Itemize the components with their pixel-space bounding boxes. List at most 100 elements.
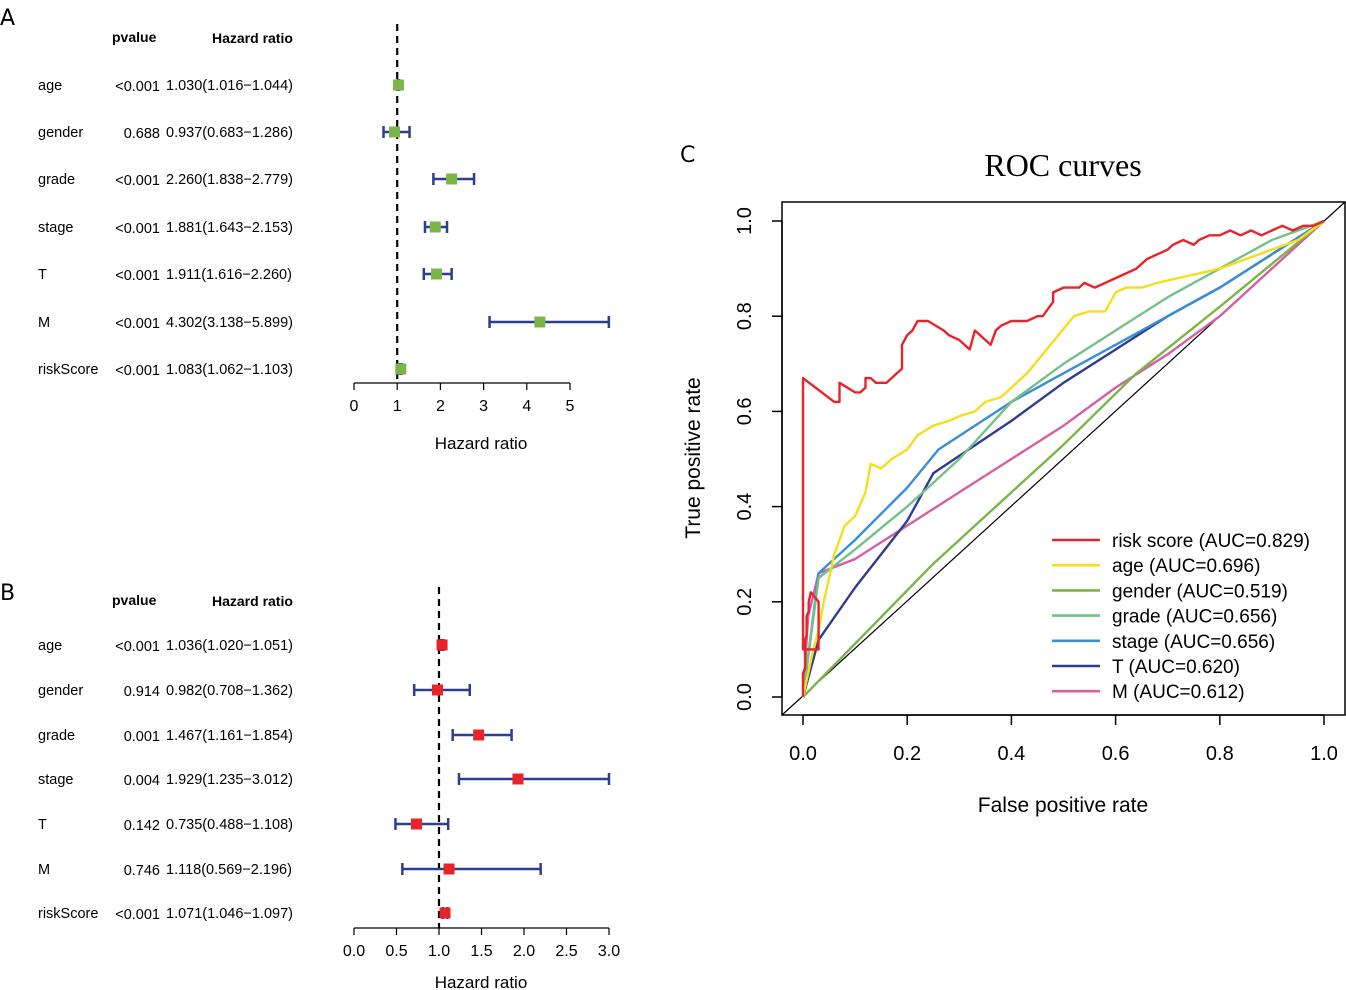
row-pvalue: 0.142 [124,818,160,834]
hazard-ratio-point [446,173,458,185]
roc-series-line [801,219,1325,697]
row-pvalue: <0.001 [115,316,160,332]
row-pvalue: 0.004 [124,773,160,789]
pvalue-header: pvalue [112,29,157,45]
hazard-ratio-point [431,268,443,280]
roc-y-tick-label: 0.0 [734,683,756,711]
roc-x-tick-label: 0.0 [789,743,817,765]
hazard-ratio-point [436,639,448,651]
row-variable-label: M [38,315,50,331]
hazard-ratio-point [395,363,407,375]
hazard-ratio-header: Hazard ratio [212,593,293,609]
row-variable-label: age [38,638,62,654]
row-hazard-ratio-text: 1.030(1.016−1.044) [166,78,293,94]
roc-y-tick-label: 0.6 [734,397,756,425]
x-axis-tick-label: 2 [436,398,445,415]
roc-axes: 0.0 0.2 0.4 0.6 0.8 1.0 0.0 0.2 0.4 0.6 0.8 1.0 [734,207,1338,765]
row-pvalue: 0.914 [124,684,160,700]
row-hazard-ratio-text: 0.937(0.683−1.286) [166,125,293,141]
hazard-ratio-point [410,818,422,830]
roc-legend: risk score (AUC=0.829) age (AUC=0.696) gen… [1052,531,1310,703]
row-pvalue: <0.001 [115,639,160,655]
row-variable-label: riskScore [38,362,98,378]
roc-x-tick-label: 0.6 [1102,743,1130,765]
row-variable-label: grade [38,728,75,744]
row-variable-label: M [38,862,50,878]
row-variable-label: stage [38,772,73,788]
row-pvalue: <0.001 [115,79,160,95]
row-variable-label: riskScore [38,906,98,922]
roc-series-line [801,219,1325,698]
forest-a-rows: age <0.001 1.030(1.016−1.044) gender 0.688 0.… [38,78,293,379]
row-variable-label: gender [38,125,83,141]
legend-entry-label: stage (AUC=0.656) [1112,632,1275,653]
hazard-ratio-point [473,729,485,741]
hazard-ratio-point [534,316,546,328]
x-axis-tick-label: 4 [522,398,531,415]
row-variable-label: stage [38,220,73,236]
forest-a-marks [382,24,611,383]
roc-y-tick-label: 0.8 [734,302,756,330]
x-axis-tick-label: 0 [350,398,359,415]
x-axis-tick-label: 1.5 [470,943,492,960]
roc-y-tick-label: 0.4 [734,493,756,521]
row-pvalue: <0.001 [115,907,160,923]
hazard-ratio-point [388,126,400,138]
row-hazard-ratio-text: 1.036(1.020−1.051) [166,638,293,654]
row-hazard-ratio-text: 1.083(1.062−1.103) [166,362,293,378]
row-hazard-ratio-text: 4.302(3.138−5.899) [166,315,293,331]
x-axis-tick-label: 1.0 [428,943,450,960]
forest-plot-b: pvalue Hazard ratio age <0.001 1.036(1.020… [38,587,620,990]
x-axis-tick-label: 0.5 [385,943,407,960]
row-hazard-ratio-text: 0.982(0.708−1.362) [166,683,293,699]
forest-b-axis: 0.0 0.5 1.0 1.5 2.0 2.5 3.0 [343,927,620,960]
row-pvalue: <0.001 [115,173,160,189]
row-hazard-ratio-text: 1.467(1.161−1.854) [166,728,293,744]
x-axis-tick-label: 1 [393,398,402,415]
row-hazard-ratio-text: 1.118(0.569−2.196) [166,862,292,878]
row-variable-label: T [38,817,47,833]
legend-entry-label: gender (AUC=0.519) [1112,581,1288,602]
roc-curves [801,219,1325,698]
roc-x-tick-label: 0.4 [997,743,1025,765]
row-hazard-ratio-text: 1.881(1.643−2.153) [166,220,293,236]
roc-plot: ROC curves 0.0 0.2 0.4 0.6 0.8 1.00.00.20.40.… [682,147,1346,817]
hazard-ratio-point [443,863,455,875]
row-variable-label: T [38,267,47,283]
row-hazard-ratio-text: 1.929(1.235−3.012) [166,772,293,788]
x-axis-tick-label: 3.0 [598,943,620,960]
legend-entry-label: grade (AUC=0.656) [1112,607,1277,628]
x-axis-tick-label: 2.5 [555,943,577,960]
row-pvalue: 0.001 [124,729,160,745]
roc-series-line [802,220,1325,698]
x-axis-tick-label: 0.0 [343,943,365,960]
roc-y-axis-label: True positive rate [682,377,705,538]
roc-x-tick-label: 0.8 [1206,743,1234,765]
forest-a-axis: 0 1 2 3 4 5 [350,382,575,415]
x-axis-tick-label: 3 [479,398,488,415]
hazard-ratio-point [429,221,441,233]
forest-b-x-axis-label: Hazard ratio [435,973,528,990]
legend-entry-label: age (AUC=0.696) [1112,556,1260,577]
row-variable-label: gender [38,683,83,699]
forest-b-rows: age <0.001 1.036(1.020−1.051) gender 0.914 0.… [38,638,293,923]
row-pvalue: 0.746 [124,863,160,879]
x-axis-tick-label: 2.0 [513,943,535,960]
row-variable-label: age [38,78,62,94]
roc-series-line [801,219,1325,698]
forest-b-marks [394,587,611,928]
roc-y-tick-label: 0.2 [734,588,756,616]
hazard-ratio-point [431,684,443,696]
row-pvalue: <0.001 [115,268,160,284]
roc-x-tick-label: 1.0 [1310,743,1338,765]
roc-y-tick-label: 1.0 [734,207,756,235]
forest-a-x-axis-label: Hazard ratio [435,434,528,453]
legend-entry-label: M (AUC=0.612) [1112,682,1245,703]
pvalue-header: pvalue [112,592,157,608]
hazard-ratio-point [439,907,451,919]
row-hazard-ratio-text: 1.071(1.046−1.097) [166,906,293,922]
legend-entry-label: risk score (AUC=0.829) [1112,531,1310,552]
row-pvalue: 0.688 [124,126,160,142]
forest-plot-a: pvalue Hazard ratio age <0.001 1.030(1.016… [38,24,611,453]
